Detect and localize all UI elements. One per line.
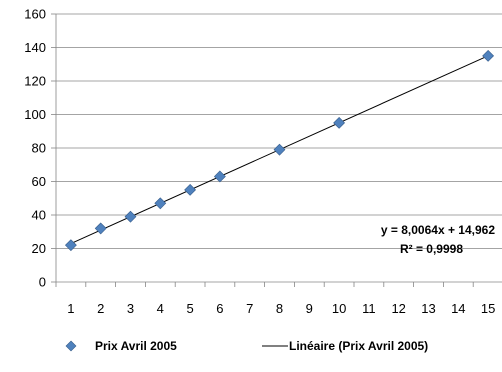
x-tick-label: 14: [451, 301, 465, 316]
legend-diamond-marker: [65, 340, 77, 352]
x-tick-label: 12: [391, 301, 405, 316]
data-point: [94, 222, 107, 235]
data-point: [64, 239, 77, 252]
y-tick-label: 100: [24, 107, 46, 122]
y-tick-label: 140: [24, 40, 46, 55]
axes: [51, 13, 502, 287]
x-tick-label: 13: [421, 301, 435, 316]
trendline-equation: y = 8,0064x + 14,962: [381, 223, 495, 237]
data-point: [184, 183, 197, 196]
x-tick-label: 4: [157, 301, 164, 316]
legend-series-label: Prix Avril 2005: [95, 339, 177, 353]
x-tick-label: 11: [362, 301, 376, 316]
y-tick-label: 40: [32, 208, 46, 223]
data-point: [482, 49, 495, 62]
y-tick-label: 0: [39, 275, 46, 290]
x-tick-label: 8: [276, 301, 283, 316]
legend: Prix Avril 2005 Linéaire (Prix Avril 200…: [65, 339, 428, 353]
x-tick-labels: 1 2 3 4 5 6 7 8 9 10 11 12 13 14 15: [67, 301, 495, 316]
data-point: [273, 143, 286, 156]
data-point: [213, 170, 226, 183]
y-tick-label: 160: [24, 7, 46, 22]
x-tick-label: 15: [481, 301, 495, 316]
data-point: [124, 210, 137, 223]
y-tick-label: 60: [32, 174, 46, 189]
x-tick-label: 10: [332, 301, 346, 316]
legend-trendline-label: Linéaire (Prix Avril 2005): [289, 339, 428, 353]
x-tick-label: 2: [97, 301, 104, 316]
data-points: [64, 49, 495, 252]
data-point: [333, 116, 346, 129]
y-tick-label: 80: [32, 141, 46, 156]
gridlines: [56, 13, 502, 249]
data-point: [154, 197, 167, 210]
x-tick-label: 1: [67, 301, 74, 316]
x-tick-label: 3: [127, 301, 134, 316]
y-tick-label: 20: [32, 241, 46, 256]
x-tick-label: 5: [186, 301, 193, 316]
x-tick-label: 6: [216, 301, 223, 316]
trendline-r2: R² = 0,9998: [400, 242, 463, 256]
x-tick-label: 9: [306, 301, 313, 316]
y-tick-label: 120: [24, 74, 46, 89]
y-tick-labels: 0 20 40 60 80 100 120 140 160: [24, 7, 46, 290]
x-tick-label: 7: [246, 301, 253, 316]
